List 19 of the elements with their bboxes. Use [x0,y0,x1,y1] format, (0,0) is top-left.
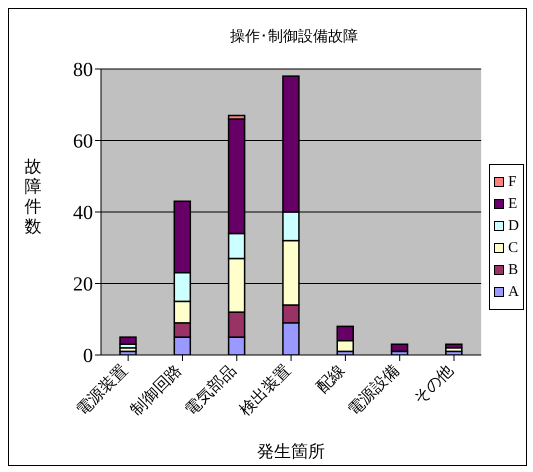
legend-label: E [508,196,518,212]
legend-label: A [508,284,519,300]
x-tick-label: 電気部品 [180,360,240,420]
legend-label: F [508,174,516,190]
bar [390,344,408,352]
bar [119,336,137,346]
y-tick-label: 20 [73,274,93,296]
y-tick-label: 60 [73,130,93,153]
legend-label: D [508,218,519,234]
y-tick-label: 40 [73,202,93,224]
chart-title: 操作･制御設備故障 [229,27,359,46]
bar [445,344,463,349]
legend-label: C [508,240,518,256]
y-tick-label: 80 [73,59,93,82]
x-axis-title: 発生箇所 [257,442,326,462]
y-axis-title: 故障件数 [24,157,42,237]
legend-label: B [508,262,518,278]
x-tick-label: その他 [409,360,457,408]
y-tick-label: 0 [83,345,93,368]
